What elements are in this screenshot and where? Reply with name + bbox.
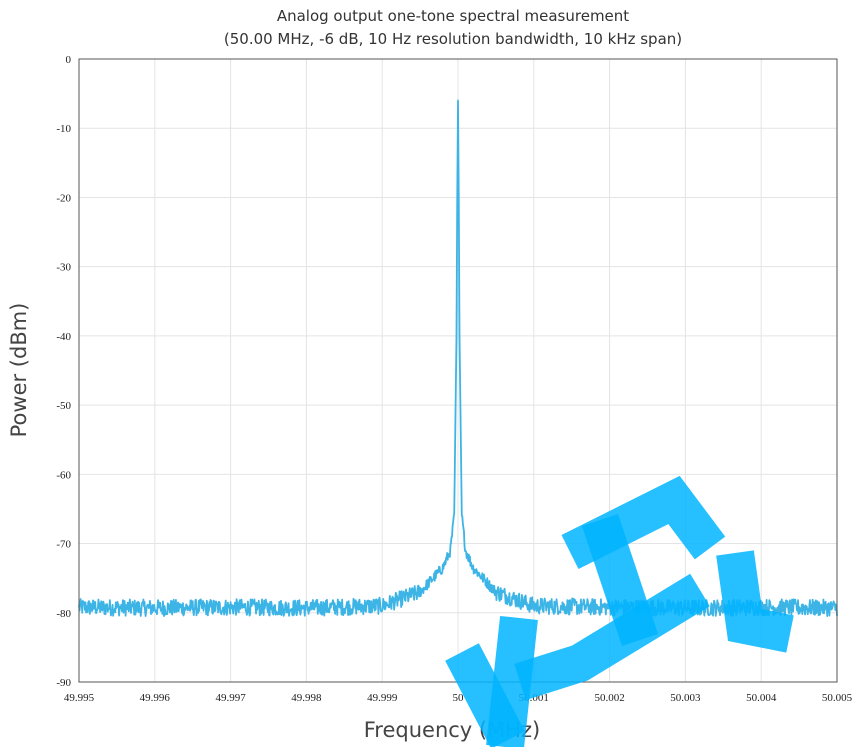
x-tick-label: 50.002 [594,692,624,704]
x-tick-label: 49.995 [64,692,95,704]
y-tick-label: -80 [56,608,71,620]
x-tick-label: 49.997 [215,692,246,704]
spectrum-trace [78,99,838,618]
x-tick-label: 49.998 [291,692,322,704]
x-tick-label: 50.004 [746,692,777,704]
chart-title: Analog output one-tone spectral measurem… [277,7,629,25]
y-tick-label: -70 [56,539,71,551]
x-tick-label: 49.999 [367,692,398,704]
y-tick-label: -50 [56,400,71,412]
x-tick-label: 50 [453,692,465,704]
x-tick-label: 49.996 [140,692,171,704]
watermark-stroke [716,550,794,653]
y-tick-label: -10 [56,123,71,135]
series-layer [78,99,838,618]
y-axis-title: Power (dBm) [7,303,31,438]
x-axis-ticks: 49.995 49.996 49.997 49.998 49.999 50 50.001 50… [64,692,853,704]
y-tick-label: -90 [56,677,71,689]
chart-subtitle: (50.00 MHz, -6 dB, 10 Hz resolution band… [224,30,682,48]
watermark-logo [445,475,794,747]
y-axis-ticks: 0 -10 -20 -30 -40 -50 -60 -70 -80 -90 [56,54,71,689]
y-tick-label: -40 [56,331,71,343]
y-tick-label: -20 [56,192,71,204]
x-tick-label: 50.005 [822,692,853,704]
watermark-stroke [581,513,659,647]
y-tick-label: 0 [66,54,72,66]
y-tick-label: -60 [56,469,71,481]
watermark-stroke [486,615,538,747]
x-tick-label: 50.003 [670,692,701,704]
watermark-stroke [514,573,710,701]
y-tick-label: -30 [56,262,71,274]
